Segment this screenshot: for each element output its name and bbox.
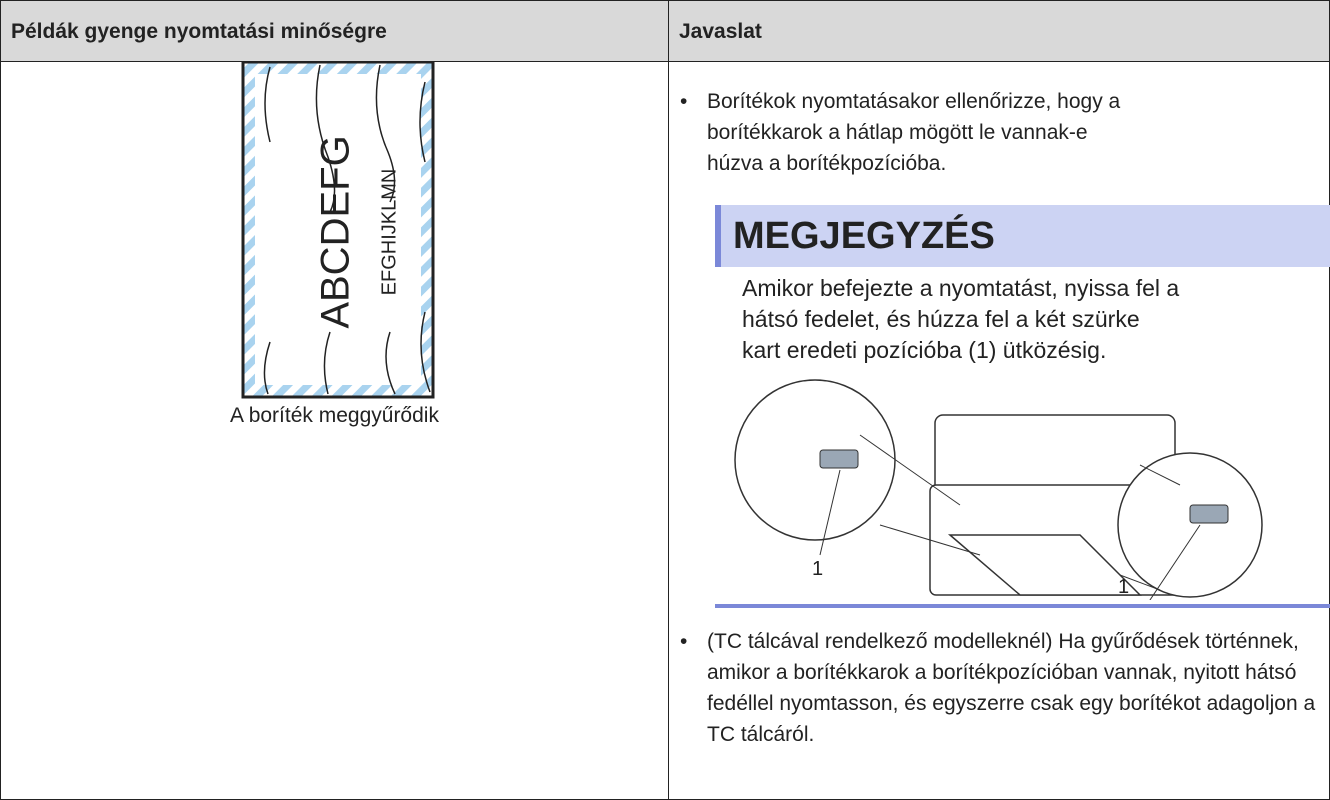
bullet-text: (TC tálcával rendelkező modelleknél) Ha … [707, 630, 1316, 746]
figure-label: 1 [1118, 576, 1129, 598]
envelope-illustration: ABCDEFG EFGHIJKLMN [241, 62, 435, 399]
image-text: EFGHIJKLMN [378, 169, 400, 296]
note-text: Amikor befejezte a nyomtatást, nyissa fe… [742, 275, 1180, 363]
inset-circle [734, 379, 896, 541]
wrinkles [263, 64, 431, 395]
note-stripe [715, 205, 721, 267]
note-title: MEGJEGYZÉS [733, 215, 995, 257]
printer-illustration: 1 1 [734, 379, 1263, 600]
image-text: ABCDEFG [314, 135, 358, 328]
lever [1189, 504, 1229, 524]
bullet-text: Borítékok nyomtatásakor ellenőrizze, hog… [707, 90, 1121, 175]
inset-circle [1117, 452, 1263, 598]
envelope-inner [255, 74, 421, 385]
figure-label: 1 [812, 558, 823, 580]
lever [819, 449, 859, 469]
header-cell: Példák gyenge nyomtatási minőségre [0, 0, 669, 62]
header-cell: Javaslat [668, 0, 1330, 62]
bullet: • [680, 90, 688, 113]
note-rule [715, 604, 1330, 608]
rear-cover [947, 534, 1142, 596]
caption: A boríték meggyűrődik [230, 404, 439, 427]
bullet: • [680, 630, 688, 653]
header-text: Javaslat [679, 20, 762, 43]
header-text: Példák gyenge nyomtatási minőségre [11, 20, 387, 43]
note-band: MEGJEGYZÉS [715, 205, 1330, 267]
